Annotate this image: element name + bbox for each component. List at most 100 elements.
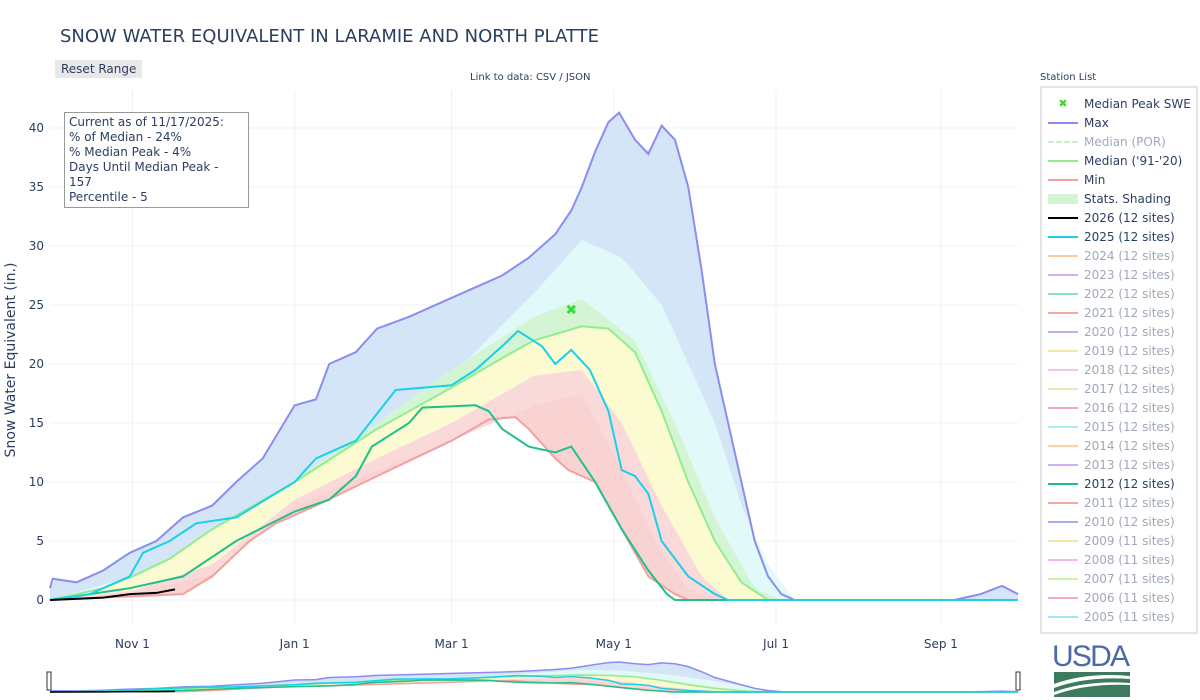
legend-item[interactable]: ✖ Median Peak SWE bbox=[1042, 94, 1196, 113]
legend-item[interactable]: 2015 (12 sites) bbox=[1042, 417, 1196, 436]
legend-swatch-icon bbox=[1048, 118, 1078, 128]
legend-swatch-icon bbox=[1048, 137, 1078, 147]
legend-item[interactable]: 2011 (12 sites) bbox=[1042, 493, 1196, 512]
legend-label: Median (POR) bbox=[1084, 134, 1166, 149]
x-tick-label: Nov 1 bbox=[115, 637, 150, 651]
stats-band bbox=[50, 326, 1018, 600]
legend-item[interactable]: 2026 (12 sites) bbox=[1042, 208, 1196, 227]
swe-chart[interactable]: Nov 1 Jan 1 Mar 1 May 1 Jul 1 Sep 1 0 5 10 15 20 25… bbox=[0, 0, 1040, 700]
data-link[interactable]: Link to data: CSV / JSON bbox=[470, 72, 591, 83]
legend-swatch-icon bbox=[1048, 403, 1078, 413]
legend-label: 2022 (12 sites) bbox=[1084, 286, 1175, 301]
legend-item[interactable]: 2010 (12 sites) bbox=[1042, 512, 1196, 531]
legend-swatch-icon bbox=[1048, 308, 1078, 318]
rangeslider-line bbox=[49, 690, 175, 693]
y-tick-label: 20 bbox=[29, 357, 44, 371]
legend-swatch-icon bbox=[1048, 593, 1078, 603]
y-tick-label: 30 bbox=[29, 239, 44, 253]
legend-item[interactable]: Median (POR) bbox=[1042, 132, 1196, 151]
legend-item[interactable]: 2017 (12 sites) bbox=[1042, 379, 1196, 398]
x-tick-label: Sep 1 bbox=[924, 637, 958, 651]
legend-swatch-icon bbox=[1048, 175, 1078, 185]
legend-item[interactable]: 2021 (12 sites) bbox=[1042, 303, 1196, 322]
legend-swatch-icon bbox=[1048, 612, 1078, 622]
legend-swatch-icon bbox=[1048, 232, 1078, 242]
legend-label: Min bbox=[1084, 172, 1106, 187]
series-line-2012[interactable] bbox=[49, 404, 1018, 601]
station-list-label: Station List bbox=[1040, 72, 1097, 83]
y-tick-label: 0 bbox=[36, 593, 44, 607]
y-tick-label: 15 bbox=[29, 416, 44, 430]
legend-swatch-icon bbox=[1048, 555, 1078, 565]
legend-item[interactable]: 2018 (12 sites) bbox=[1042, 360, 1196, 379]
legend-label: 2009 (11 sites) bbox=[1084, 533, 1175, 548]
legend-label: 2021 (12 sites) bbox=[1084, 305, 1175, 320]
x-marker-icon: ✖ bbox=[1058, 97, 1068, 110]
legend-label: 2011 (12 sites) bbox=[1084, 495, 1175, 510]
legend-item[interactable]: 2019 (12 sites) bbox=[1042, 341, 1196, 360]
legend-label: 2017 (12 sites) bbox=[1084, 381, 1175, 396]
legend-item[interactable]: 2025 (12 sites) bbox=[1042, 227, 1196, 246]
legend-swatch-icon bbox=[1048, 251, 1078, 261]
legend-swatch-icon bbox=[1048, 441, 1078, 451]
legend-item[interactable]: 2023 (12 sites) bbox=[1042, 265, 1196, 284]
info-line: Percentile - 5 bbox=[69, 190, 148, 204]
legend-item[interactable]: 2013 (12 sites) bbox=[1042, 455, 1196, 474]
legend-label: 2005 (11 sites) bbox=[1084, 609, 1175, 624]
legend-swatch-icon bbox=[1048, 193, 1078, 204]
legend-item[interactable]: 2024 (12 sites) bbox=[1042, 246, 1196, 265]
legend: ✖ Median Peak SWE Max Median (POR) Median ('… bbox=[1040, 86, 1198, 634]
series-line-max[interactable] bbox=[49, 111, 1019, 601]
legend-label: 2019 (12 sites) bbox=[1084, 343, 1175, 358]
legend-item[interactable]: 2012 (12 sites) bbox=[1042, 474, 1196, 493]
legend-label: 2010 (12 sites) bbox=[1084, 514, 1175, 529]
info-line: % Median Peak - 4% bbox=[69, 145, 192, 159]
range-handle-right[interactable] bbox=[1015, 671, 1021, 691]
series-line-2026[interactable] bbox=[49, 588, 176, 601]
legend-swatch-icon bbox=[1048, 498, 1078, 508]
legend-swatch-icon bbox=[1048, 422, 1078, 432]
rangeslider-band bbox=[50, 669, 1018, 692]
legend-item[interactable]: 2007 (11 sites) bbox=[1042, 569, 1196, 588]
legend-item[interactable]: 2006 (11 sites) bbox=[1042, 588, 1196, 607]
legend-item[interactable]: Max bbox=[1042, 113, 1196, 132]
x-tick-label: Jan 1 bbox=[279, 637, 310, 651]
legend-item[interactable]: Median ('91-'20) bbox=[1042, 151, 1196, 170]
legend-label: 2015 (12 sites) bbox=[1084, 419, 1175, 434]
legend-label: Median Peak SWE bbox=[1084, 96, 1191, 111]
range-handle-left[interactable] bbox=[46, 671, 52, 691]
legend-swatch-icon bbox=[1048, 384, 1078, 394]
legend-swatch-icon bbox=[1048, 479, 1078, 489]
legend-item[interactable]: 2009 (11 sites) bbox=[1042, 531, 1196, 550]
legend-item[interactable]: 2014 (12 sites) bbox=[1042, 436, 1196, 455]
svg-text:USDA: USDA bbox=[1052, 640, 1130, 673]
legend-swatch-icon bbox=[1048, 156, 1078, 166]
legend-item[interactable]: 2022 (12 sites) bbox=[1042, 284, 1196, 303]
legend-item[interactable]: Min bbox=[1042, 170, 1196, 189]
info-line: Days Until Median Peak - 157 bbox=[69, 160, 219, 189]
stats-band bbox=[50, 240, 1018, 600]
legend-label: Median ('91-'20) bbox=[1084, 153, 1183, 168]
legend-label: 2024 (12 sites) bbox=[1084, 248, 1175, 263]
reset-range-button[interactable]: Reset Range bbox=[55, 60, 143, 78]
legend-item[interactable]: 2020 (12 sites) bbox=[1042, 322, 1196, 341]
rangeslider-line bbox=[49, 679, 1018, 693]
legend-item[interactable]: 2016 (12 sites) bbox=[1042, 398, 1196, 417]
legend-label: 2006 (11 sites) bbox=[1084, 590, 1175, 605]
legend-swatch-icon bbox=[1048, 517, 1078, 527]
series-line-2025[interactable] bbox=[49, 329, 1018, 601]
series-line-min[interactable] bbox=[49, 416, 1018, 601]
info-line: Current as of 11/17/2025: bbox=[69, 115, 224, 129]
legend-label: 2014 (12 sites) bbox=[1084, 438, 1175, 453]
legend-label: 2016 (12 sites) bbox=[1084, 400, 1175, 415]
rangeslider-line bbox=[49, 661, 1019, 693]
legend-item[interactable]: Stats. Shading bbox=[1042, 189, 1196, 208]
legend-item[interactable]: 2005 (11 sites) bbox=[1042, 607, 1196, 626]
y-axis-label: Snow Water Equivalent (in.) bbox=[3, 263, 19, 458]
x-tick-label: May 1 bbox=[596, 637, 632, 651]
legend-swatch-icon bbox=[1048, 289, 1078, 299]
legend-item[interactable]: 2008 (11 sites) bbox=[1042, 550, 1196, 569]
median-peak-marker[interactable]: ✖ bbox=[565, 303, 577, 319]
legend-label: 2012 (12 sites) bbox=[1084, 476, 1175, 491]
legend-swatch-icon bbox=[1048, 460, 1078, 470]
